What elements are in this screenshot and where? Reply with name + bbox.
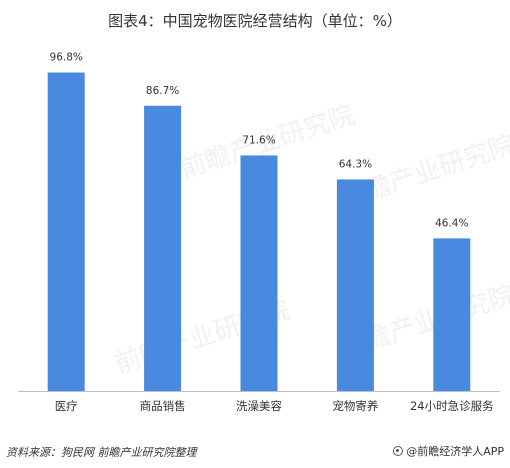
category-label-0: 医疗 (55, 399, 78, 413)
category-label-4: 24小时急诊服务 (410, 399, 494, 413)
category-label-1: 商品销售 (140, 399, 186, 413)
bar-0 (47, 72, 85, 391)
value-label-2: 71.6% (242, 134, 275, 146)
bar-4 (433, 238, 471, 391)
bars (47, 72, 471, 391)
value-label-4: 46.4% (435, 217, 468, 229)
brand-logo-icon (393, 446, 404, 456)
bar-3 (336, 179, 374, 391)
category-label-2: 洗澡美容 (236, 399, 282, 413)
chart-title: 图表4：中国宠物医院经营结构（单位：%） (108, 12, 402, 30)
value-label-1: 86.7% (146, 85, 179, 97)
bar-2 (240, 155, 278, 391)
brand-credit: @前瞻经济学人APP (393, 443, 504, 459)
category-labels: 医疗 商品销售 洗澡美容 宠物寄养 24小时急诊服务 (55, 399, 494, 413)
source-note: 资料来源：狗民网 前瞻产业研究院整理 (6, 446, 197, 459)
value-labels: 96.8% 86.7% 71.6% 64.3% 46.4% (50, 52, 469, 230)
bar-1 (144, 105, 182, 391)
value-label-3: 64.3% (339, 158, 372, 170)
category-label-3: 宠物寄养 (332, 399, 378, 413)
value-label-0: 96.8% (50, 52, 83, 64)
brand-text: @前瞻经济学人APP (406, 445, 504, 458)
